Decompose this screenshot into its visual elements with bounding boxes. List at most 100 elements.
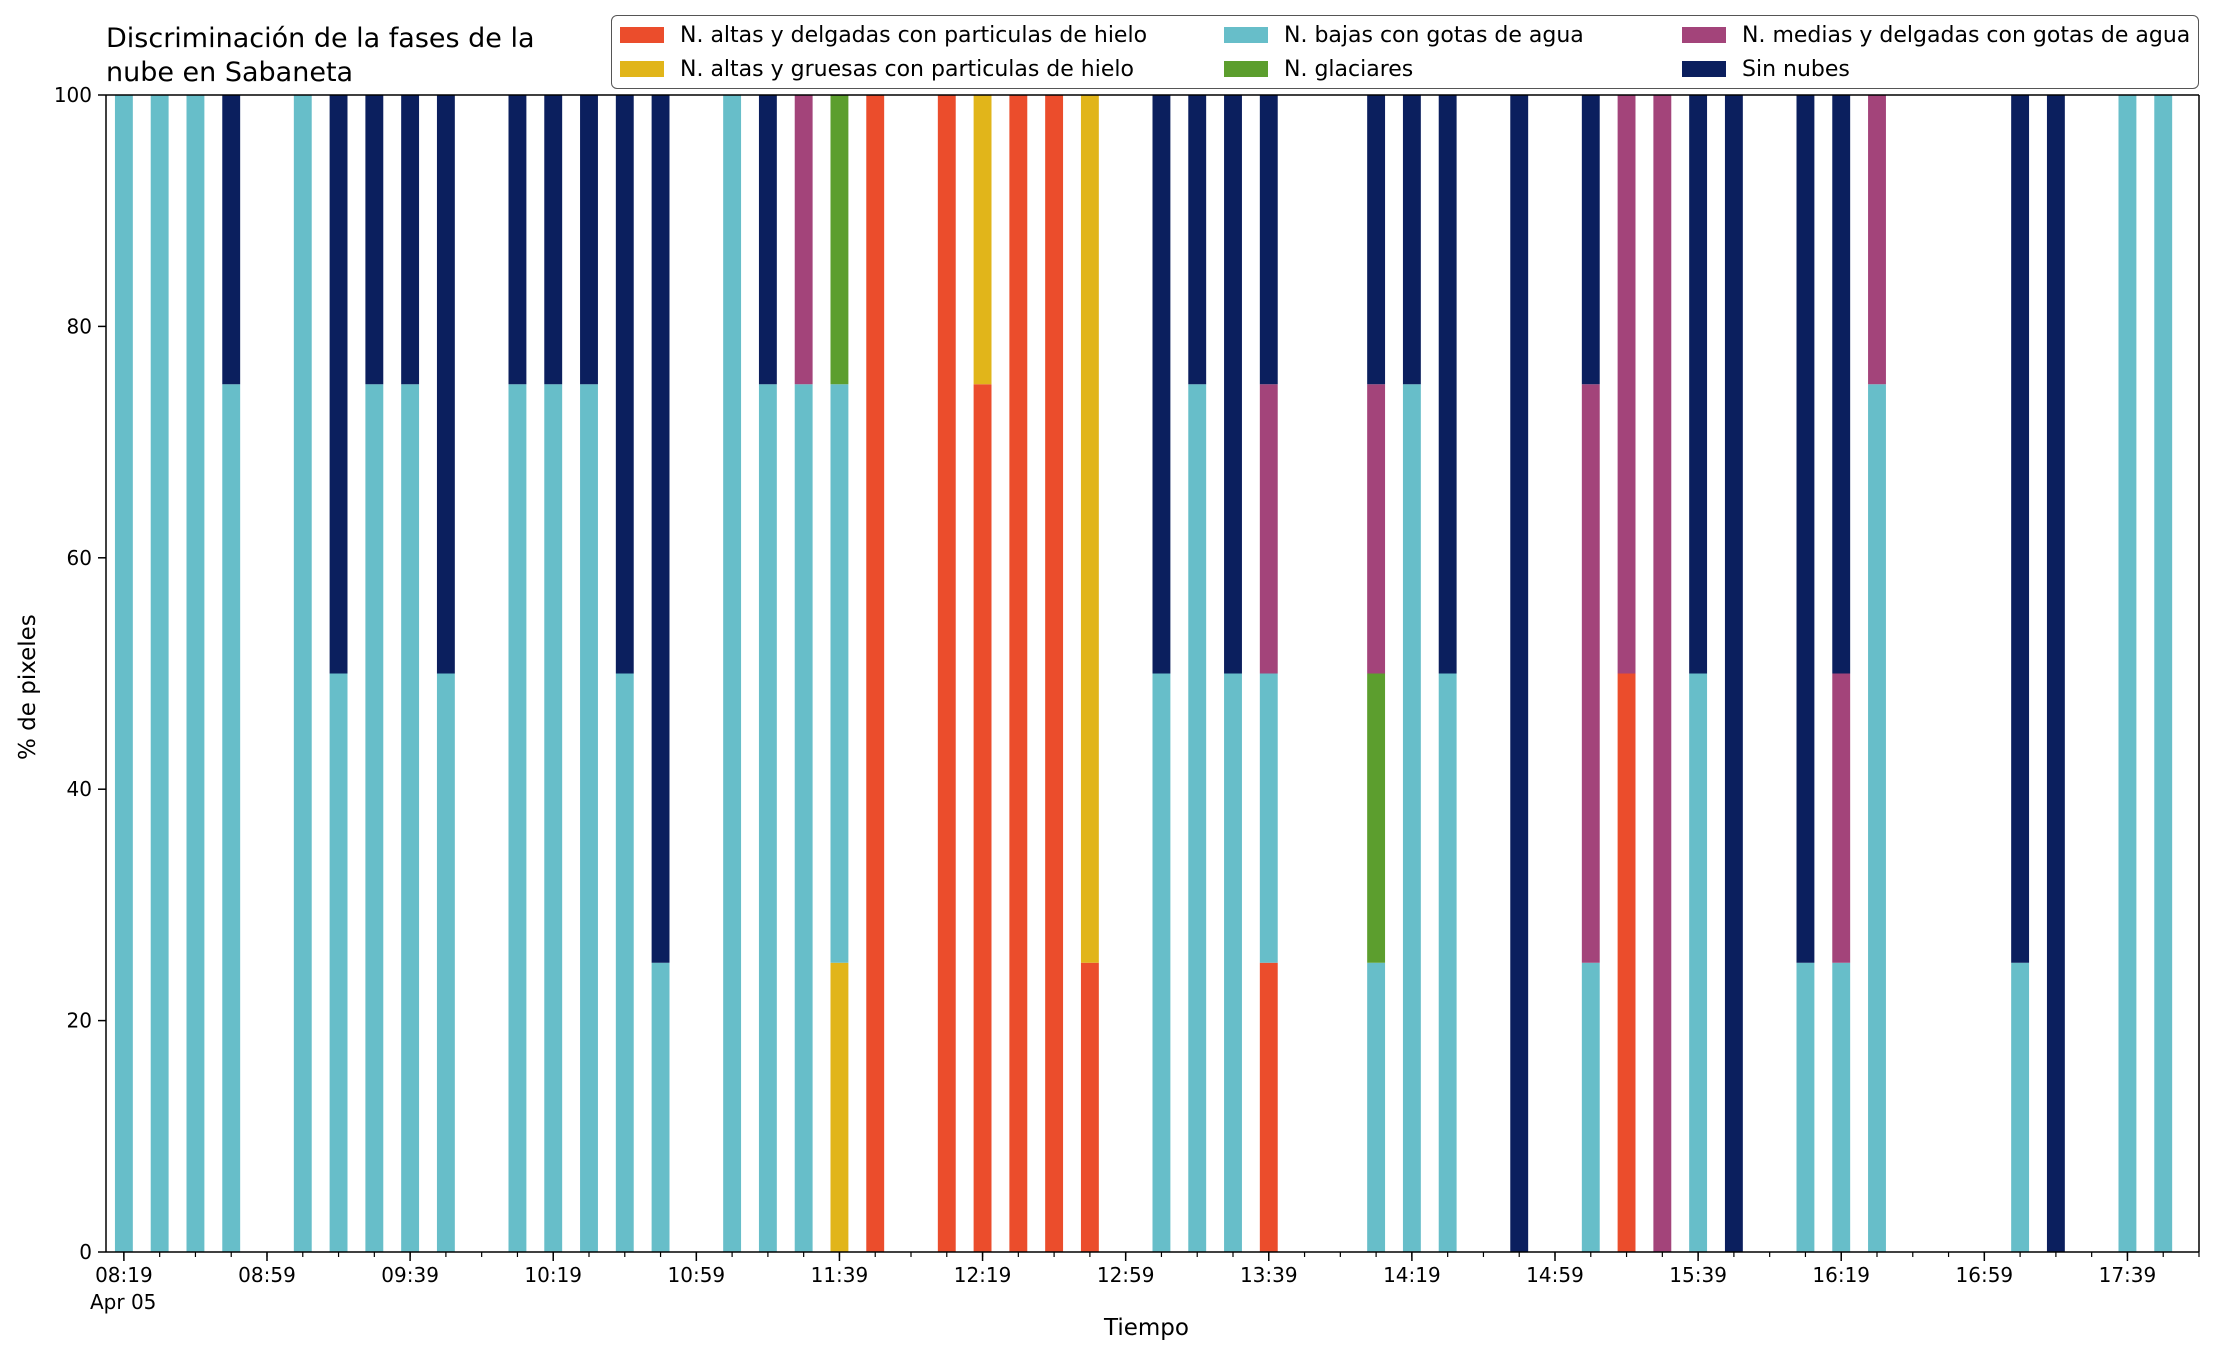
bar-segment-23-0 — [1080, 962, 1099, 1252]
y-tick-label-60: 60 — [67, 546, 92, 570]
legend-entry-high-thick-ice: N. altas y gruesas con particulas de hie… — [620, 54, 1134, 84]
legend-swatch-clear-sky — [1682, 61, 1726, 77]
bar-segment-40-2 — [2011, 962, 2030, 1252]
legend-label-clear-sky: Sin nubes — [1742, 56, 1850, 82]
legend-label-low-water: N. bajas con gotas de agua — [1284, 22, 1584, 48]
bar-segment-20-0 — [973, 384, 992, 1252]
bar-segment-27-5 — [1259, 95, 1278, 385]
x-tick-label-12: 16:19 — [1812, 1263, 1870, 1287]
bar-segment-16-2 — [794, 384, 813, 1252]
bar-segment-16-4 — [794, 95, 813, 385]
bar-segment-5-5 — [329, 95, 348, 674]
bar-segment-40-5 — [2011, 95, 2030, 963]
bar-segment-42-2 — [2118, 95, 2137, 1252]
bar-segment-28-3 — [1367, 673, 1386, 963]
x-tick-label-2: 09:39 — [381, 1263, 439, 1287]
bar-segment-43-2 — [2154, 95, 2173, 1252]
bar-segment-0-2 — [114, 95, 133, 1252]
chart-title: Discriminación de la fases de la nube en… — [106, 22, 535, 90]
bar-segment-30-5 — [1438, 95, 1457, 674]
bar-segment-13-5 — [651, 95, 670, 963]
x-tick-label-8: 13:39 — [1240, 1263, 1298, 1287]
bar-segment-27-2 — [1259, 673, 1278, 963]
y-tick-label-40: 40 — [67, 777, 92, 801]
legend-swatch-mid-thin-water — [1682, 27, 1726, 43]
bar-segment-26-5 — [1224, 95, 1242, 674]
y-axis-label: % de pixeles — [15, 614, 41, 760]
bar-segment-17-3 — [830, 95, 849, 385]
bar-segment-38-5 — [1832, 95, 1851, 674]
bar-segment-15-2 — [758, 384, 777, 1252]
chart-title-line-1: Discriminación de la fases de la — [106, 23, 535, 54]
x-tick-label-0: 08:19 — [95, 1263, 153, 1287]
legend-entry-clear-sky: Sin nubes — [1682, 54, 1850, 84]
bar-segment-7-5 — [401, 95, 420, 385]
bar-segment-15-5 — [758, 95, 777, 385]
x-tick-label-9: 14:19 — [1383, 1263, 1441, 1287]
bar-segment-28-4 — [1367, 384, 1386, 674]
bar-segment-6-5 — [365, 95, 384, 385]
x-tick-label-1: 08:59 — [238, 1263, 296, 1287]
bar-segment-6-2 — [365, 384, 384, 1252]
y-tick-label-100: 100 — [54, 83, 92, 107]
bar-segment-14-2 — [723, 95, 742, 1252]
bar-segment-10-2 — [544, 384, 563, 1252]
bar-segment-22-0 — [1045, 95, 1064, 1252]
bar-segment-34-4 — [1653, 95, 1672, 1252]
legend-entry-high-thin-ice: N. altas y delgadas con particulas de hi… — [620, 20, 1147, 50]
x-tick-label-13: 16:59 — [1956, 1263, 2014, 1287]
bar-segment-19-0 — [937, 95, 956, 1252]
x-tick-label-4: 10:59 — [668, 1263, 726, 1287]
bar-segment-39-2 — [1868, 384, 1886, 1252]
bar-segment-35-2 — [1689, 673, 1708, 1252]
bar-segment-31-5 — [1510, 95, 1529, 1252]
y-tick-label-0: 0 — [79, 1240, 92, 1264]
bar-segment-2-2 — [186, 95, 205, 1252]
bar-segment-23-1 — [1080, 95, 1099, 963]
bar-segment-32-5 — [1581, 95, 1600, 385]
x-tick-label-6: 12:19 — [954, 1263, 1012, 1287]
y-tick-label-80: 80 — [67, 314, 92, 338]
bar-segment-18-0 — [866, 95, 885, 1252]
bar-segment-20-1 — [973, 95, 992, 385]
bar-segment-39-4 — [1868, 95, 1886, 385]
legend-label-high-thin-ice: N. altas y delgadas con particulas de hi… — [680, 22, 1148, 48]
bar-segment-38-2 — [1832, 962, 1851, 1252]
bar-segment-25-5 — [1188, 95, 1207, 385]
x-tick-label-10: 14:59 — [1526, 1263, 1584, 1287]
bar-segment-37-5 — [1796, 95, 1815, 963]
bar-segment-11-5 — [580, 95, 598, 385]
bar-segment-3-2 — [222, 384, 241, 1252]
bar-segment-7-2 — [401, 384, 420, 1252]
bar-segment-11-2 — [580, 384, 598, 1252]
bar-segment-28-2 — [1367, 962, 1386, 1252]
bar-segment-32-2 — [1581, 962, 1600, 1252]
y-tick-label-20: 20 — [67, 1009, 92, 1033]
bar-segment-32-4 — [1581, 384, 1600, 963]
legend-swatch-low-water — [1224, 27, 1268, 43]
bar-segment-24-5 — [1152, 95, 1171, 674]
bar-segment-24-2 — [1152, 673, 1171, 1252]
bar-segment-30-2 — [1438, 673, 1457, 1252]
x-tick-label-5: 11:39 — [811, 1263, 869, 1287]
bar-segment-26-2 — [1224, 673, 1242, 1252]
legend-entry-low-water: N. bajas con gotas de agua — [1224, 20, 1584, 50]
legend-entry-mid-thin-water: N. medias y delgadas con gotas de agua — [1682, 20, 2190, 50]
bar-segment-27-0 — [1259, 962, 1278, 1252]
x-axis-label: Tiempo — [1104, 1315, 1189, 1341]
bar-segment-5-2 — [329, 673, 348, 1252]
legend-swatch-high-thick-ice — [620, 61, 664, 77]
x-tick-label-11: 15:39 — [1669, 1263, 1727, 1287]
bar-segment-17-2 — [830, 384, 849, 963]
bar-segment-12-5 — [615, 95, 634, 674]
bar-segment-12-2 — [615, 673, 634, 1252]
bar-segment-9-5 — [508, 95, 527, 385]
bar-segment-37-2 — [1796, 962, 1815, 1252]
bar-segment-35-5 — [1689, 95, 1708, 674]
bar-segment-10-5 — [544, 95, 563, 385]
legend-swatch-high-thin-ice — [620, 27, 664, 43]
legend-label-high-thick-ice: N. altas y gruesas con particulas de hie… — [680, 56, 1134, 82]
x-tick-label-14: 17:39 — [2099, 1263, 2157, 1287]
legend-label-mid-thin-water: N. medias y delgadas con gotas de agua — [1742, 22, 2191, 48]
